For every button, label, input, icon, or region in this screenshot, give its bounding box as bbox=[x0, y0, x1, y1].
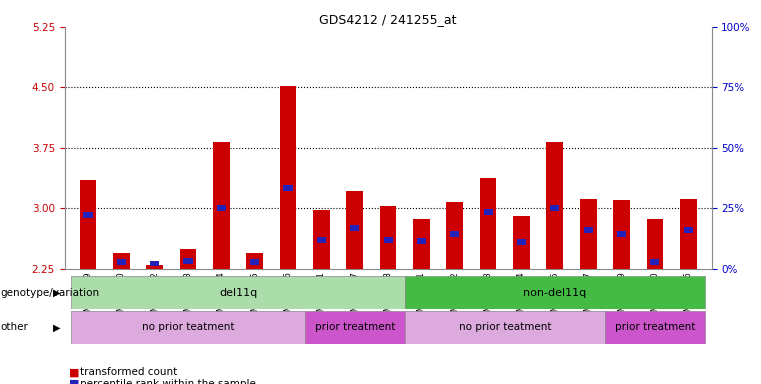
Text: non-del11q: non-del11q bbox=[524, 288, 587, 298]
Bar bbox=[280, 86, 297, 269]
Text: transformed count: transformed count bbox=[80, 367, 177, 377]
Bar bbox=[80, 180, 97, 269]
Bar bbox=[180, 249, 196, 269]
Bar bbox=[72, 276, 405, 309]
Text: genotype/variation: genotype/variation bbox=[1, 288, 100, 298]
Bar bbox=[350, 225, 359, 231]
Bar bbox=[116, 259, 126, 265]
Bar bbox=[683, 227, 693, 233]
Bar bbox=[380, 206, 396, 269]
Bar bbox=[517, 239, 526, 245]
Bar bbox=[680, 199, 696, 269]
Bar bbox=[304, 311, 405, 344]
Bar bbox=[113, 253, 129, 269]
Bar bbox=[247, 253, 263, 269]
Title: GDS4212 / 241255_at: GDS4212 / 241255_at bbox=[320, 13, 457, 26]
Text: ■: ■ bbox=[68, 379, 79, 384]
Bar bbox=[413, 219, 430, 269]
Bar bbox=[546, 142, 563, 269]
Bar bbox=[483, 209, 492, 215]
Text: no prior teatment: no prior teatment bbox=[142, 322, 234, 333]
Text: no prior teatment: no prior teatment bbox=[459, 322, 551, 333]
Bar bbox=[183, 258, 193, 264]
Bar bbox=[605, 311, 705, 344]
Text: percentile rank within the sample: percentile rank within the sample bbox=[80, 379, 256, 384]
Bar bbox=[146, 265, 163, 269]
Text: prior treatment: prior treatment bbox=[615, 322, 695, 333]
Bar bbox=[584, 227, 593, 233]
Bar bbox=[213, 142, 230, 269]
Bar bbox=[617, 231, 626, 237]
Bar bbox=[647, 219, 663, 269]
Bar bbox=[447, 202, 463, 269]
Bar bbox=[513, 217, 530, 269]
Bar bbox=[650, 259, 660, 265]
Bar bbox=[550, 205, 559, 211]
Text: ■: ■ bbox=[68, 367, 79, 377]
Bar bbox=[72, 311, 304, 344]
Bar bbox=[346, 190, 363, 269]
Bar bbox=[313, 210, 330, 269]
Bar bbox=[405, 276, 705, 309]
Bar bbox=[250, 259, 260, 265]
Bar bbox=[317, 237, 326, 243]
Bar bbox=[451, 231, 460, 237]
Text: ▶: ▶ bbox=[53, 322, 60, 333]
Bar bbox=[479, 179, 496, 269]
Bar bbox=[284, 185, 293, 190]
Text: del11q: del11q bbox=[219, 288, 257, 298]
Bar bbox=[613, 200, 630, 269]
Bar bbox=[417, 238, 426, 244]
Text: ▶: ▶ bbox=[53, 288, 60, 298]
Text: other: other bbox=[1, 322, 29, 333]
Bar bbox=[84, 212, 93, 218]
Bar bbox=[217, 205, 226, 211]
Text: prior treatment: prior treatment bbox=[314, 322, 395, 333]
Bar bbox=[384, 237, 393, 243]
Bar bbox=[150, 261, 159, 266]
Bar bbox=[580, 199, 597, 269]
Bar bbox=[405, 311, 605, 344]
